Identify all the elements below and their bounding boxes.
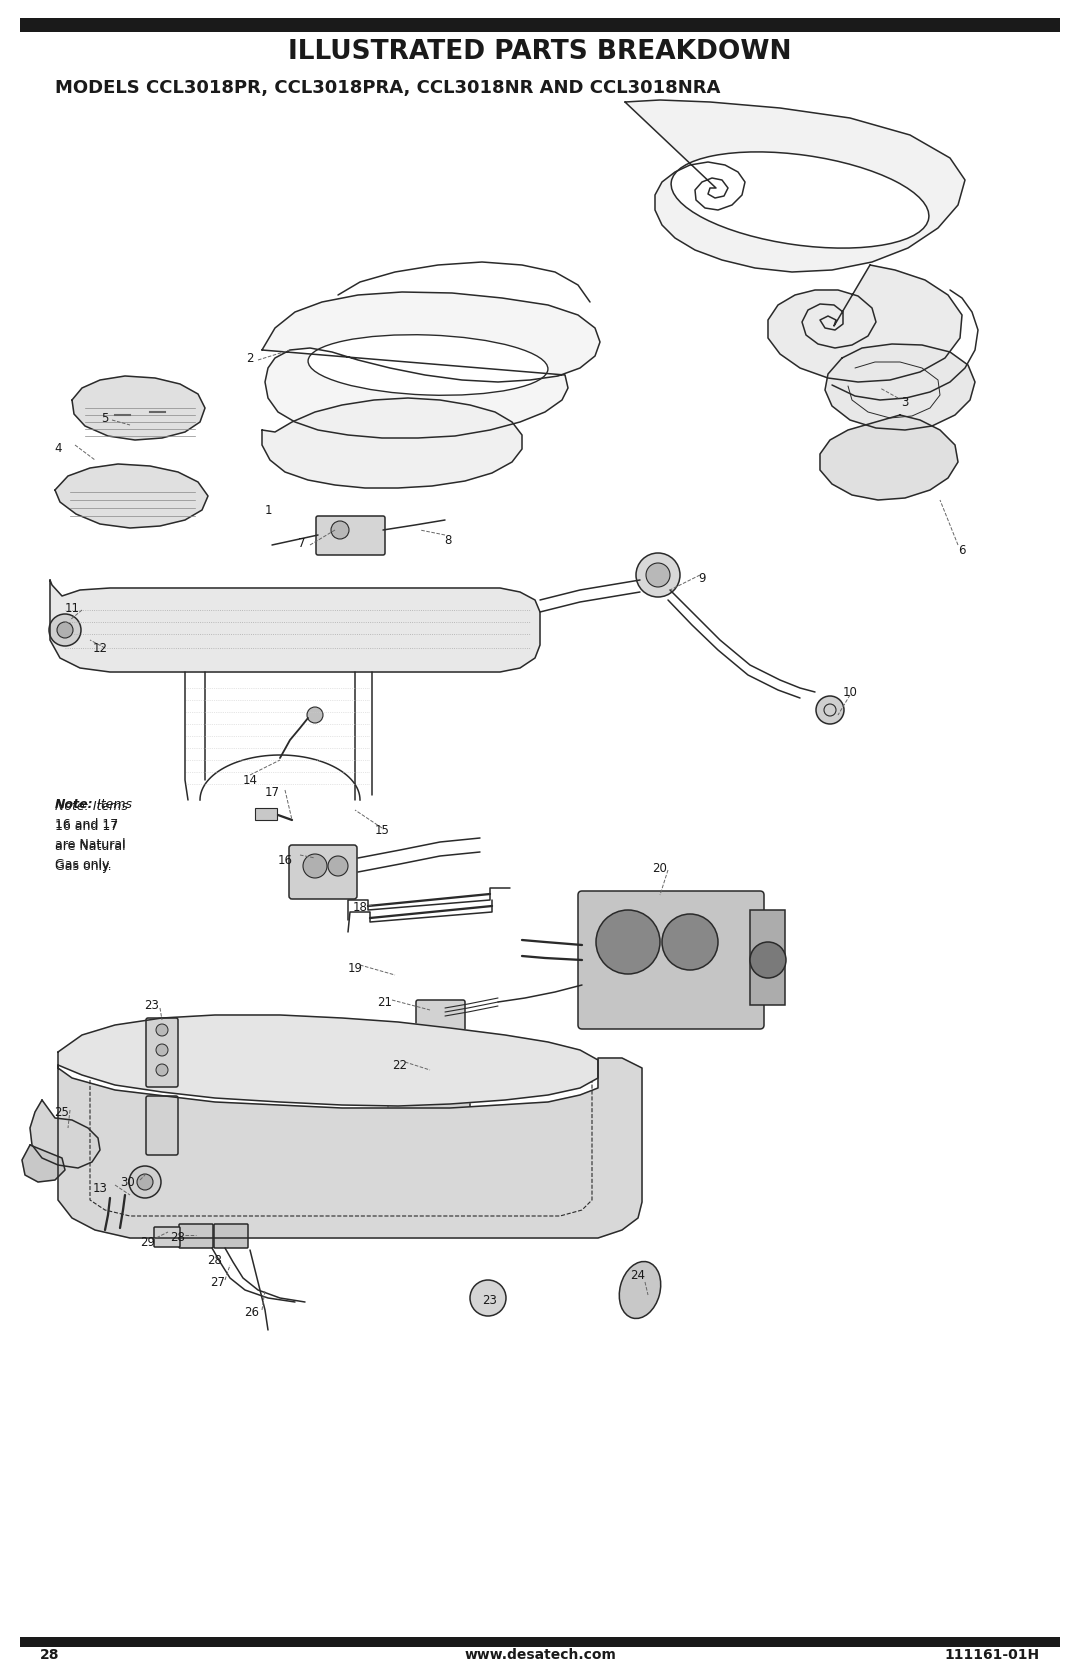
Text: 5: 5	[102, 412, 109, 424]
Ellipse shape	[671, 152, 929, 249]
Text: are Natural: are Natural	[55, 840, 125, 853]
Circle shape	[49, 614, 81, 646]
FancyBboxPatch shape	[214, 1223, 248, 1248]
Polygon shape	[58, 1058, 642, 1238]
Text: Note:: Note:	[55, 798, 94, 811]
FancyBboxPatch shape	[316, 516, 384, 556]
Text: 12: 12	[93, 641, 108, 654]
Text: Note: Items: Note: Items	[55, 799, 127, 813]
Ellipse shape	[308, 335, 548, 396]
Text: 22: 22	[392, 1058, 407, 1071]
Text: 14: 14	[243, 773, 257, 786]
Circle shape	[816, 696, 843, 724]
Text: 4: 4	[54, 442, 62, 454]
FancyBboxPatch shape	[578, 891, 764, 1030]
Text: 7: 7	[298, 536, 306, 549]
Text: 111161-01H: 111161-01H	[945, 1647, 1040, 1662]
Text: Items: Items	[93, 798, 132, 811]
Text: 23: 23	[145, 998, 160, 1011]
Text: 23: 23	[483, 1293, 498, 1307]
Circle shape	[328, 856, 348, 876]
Circle shape	[750, 941, 786, 978]
Text: Gas only.: Gas only.	[55, 858, 111, 871]
Text: 28: 28	[40, 1647, 59, 1662]
Circle shape	[646, 562, 670, 587]
FancyBboxPatch shape	[179, 1223, 213, 1248]
Circle shape	[156, 1045, 168, 1056]
Ellipse shape	[619, 1262, 661, 1319]
Text: www.desatech.com: www.desatech.com	[464, 1647, 616, 1662]
Text: 2: 2	[246, 352, 254, 364]
Polygon shape	[50, 581, 540, 673]
Polygon shape	[625, 100, 966, 272]
FancyBboxPatch shape	[146, 1097, 178, 1155]
Bar	[21, 18, 1059, 32]
Text: 16 and 17: 16 and 17	[55, 819, 118, 833]
Polygon shape	[262, 292, 600, 437]
Circle shape	[662, 915, 718, 970]
Bar	[255, 808, 276, 819]
Circle shape	[156, 1065, 168, 1077]
Circle shape	[303, 855, 327, 878]
Circle shape	[137, 1173, 153, 1190]
Text: 29: 29	[140, 1235, 156, 1248]
Text: 28: 28	[207, 1253, 222, 1267]
Circle shape	[470, 1280, 507, 1315]
Text: 10: 10	[842, 686, 858, 699]
Text: 3: 3	[902, 396, 908, 409]
Text: 9: 9	[699, 571, 705, 584]
Circle shape	[636, 552, 680, 598]
FancyBboxPatch shape	[154, 1227, 180, 1247]
Text: 16: 16	[278, 853, 293, 866]
Polygon shape	[768, 265, 962, 382]
Polygon shape	[262, 397, 522, 487]
Text: 26: 26	[244, 1305, 259, 1319]
Text: 16 and 17: 16 and 17	[55, 818, 118, 831]
FancyBboxPatch shape	[289, 845, 357, 900]
Text: 13: 13	[93, 1182, 107, 1195]
Text: 20: 20	[652, 861, 667, 875]
Polygon shape	[55, 464, 208, 527]
Polygon shape	[58, 1015, 598, 1107]
Text: 24: 24	[631, 1268, 646, 1282]
Circle shape	[307, 708, 323, 723]
Text: 25: 25	[55, 1105, 69, 1118]
Text: 1: 1	[265, 504, 272, 516]
Text: 30: 30	[121, 1175, 135, 1188]
FancyBboxPatch shape	[388, 1063, 470, 1115]
Text: 11: 11	[65, 601, 80, 614]
Polygon shape	[825, 344, 975, 431]
Text: 21: 21	[378, 995, 392, 1008]
Bar	[21, 1637, 1059, 1647]
Text: 28: 28	[171, 1230, 186, 1243]
Text: 17: 17	[265, 786, 280, 798]
Text: 27: 27	[211, 1275, 226, 1288]
Circle shape	[596, 910, 660, 975]
Text: 18: 18	[352, 901, 367, 913]
Circle shape	[156, 1025, 168, 1036]
Polygon shape	[22, 1145, 65, 1182]
Polygon shape	[72, 376, 205, 441]
FancyBboxPatch shape	[416, 1000, 465, 1066]
Polygon shape	[820, 416, 958, 501]
Text: MODELS CCL3018PR, CCL3018PRA, CCL3018NR AND CCL3018NRA: MODELS CCL3018PR, CCL3018PRA, CCL3018NR …	[55, 78, 720, 97]
Circle shape	[330, 521, 349, 539]
Polygon shape	[30, 1100, 100, 1168]
Circle shape	[129, 1167, 161, 1198]
Text: are Natural: are Natural	[55, 838, 125, 851]
Text: 6: 6	[958, 544, 966, 556]
Text: ILLUSTRATED PARTS BREAKDOWN: ILLUSTRATED PARTS BREAKDOWN	[288, 38, 792, 65]
Text: 15: 15	[375, 823, 390, 836]
FancyBboxPatch shape	[146, 1018, 178, 1087]
Text: 19: 19	[348, 961, 363, 975]
Text: Gas only.: Gas only.	[55, 860, 111, 873]
Text: 8: 8	[444, 534, 451, 546]
Bar	[750, 910, 785, 1005]
Circle shape	[57, 623, 73, 638]
